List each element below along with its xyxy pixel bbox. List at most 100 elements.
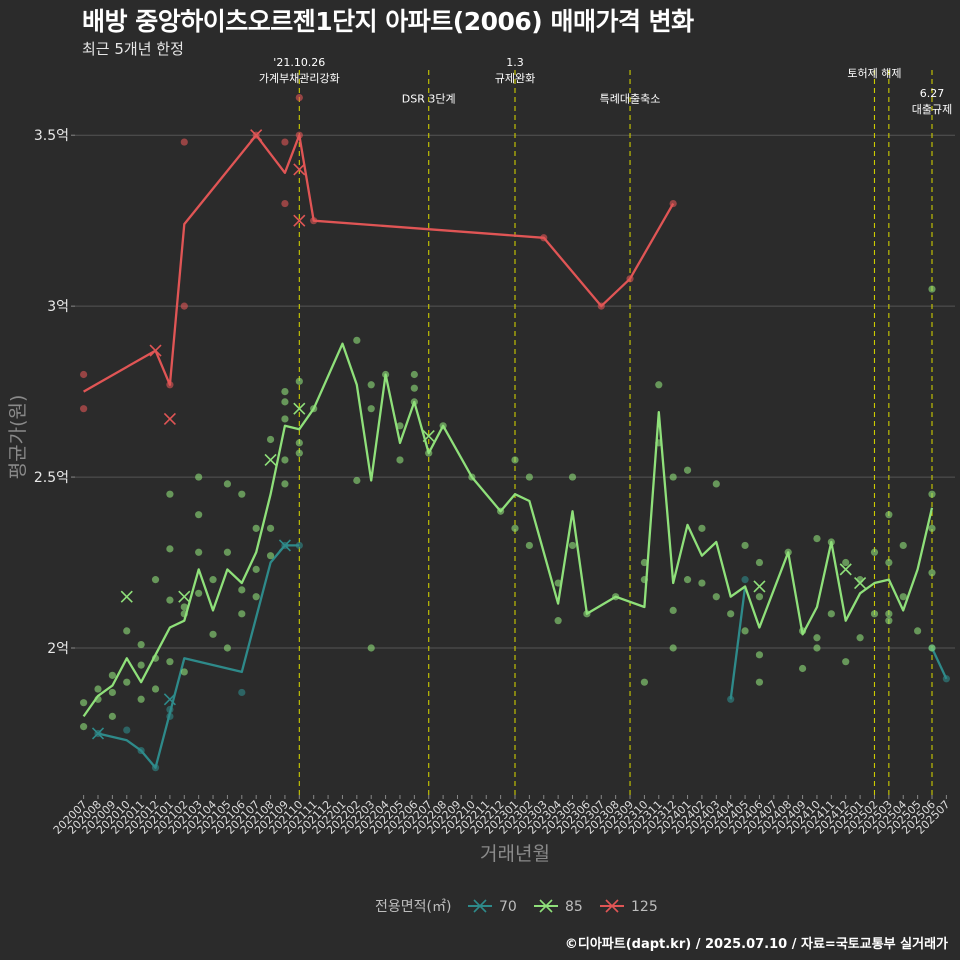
data-point-70 (137, 746, 145, 755)
legend-label: 85 (565, 899, 583, 915)
data-point-85 (842, 658, 850, 666)
legend: 전용면적(㎡) 70 85 125 (375, 899, 658, 915)
data-point-85 (223, 548, 232, 556)
data-point-85 (568, 541, 577, 550)
data-point-85 (381, 370, 390, 379)
event-label: 대출규제 (912, 103, 952, 116)
data-point-85 (683, 466, 692, 474)
data-point-85 (698, 579, 706, 587)
data-point-85 (755, 651, 764, 659)
data-point-85 (209, 576, 217, 584)
data-point-85 (367, 405, 375, 413)
data-point-85 (669, 644, 677, 652)
cancelled-marker-85 (264, 453, 277, 467)
data-point-85 (396, 422, 404, 430)
data-point-85 (928, 285, 936, 293)
data-point-85 (554, 579, 562, 587)
cancelled-marker-85 (854, 576, 867, 590)
chart-subtitle: 최근 5개년 한정 (82, 40, 184, 58)
data-point-85 (94, 695, 102, 703)
data-point-125 (597, 302, 605, 310)
data-point-125 (295, 131, 303, 139)
data-point-70 (151, 764, 160, 772)
data-point-85 (525, 473, 533, 481)
x-axis-ticks: 2020072020082020092020102020112020122021… (51, 795, 952, 837)
data-point-85 (367, 644, 375, 652)
legend-key-cross (605, 899, 619, 913)
data-point-85 (209, 630, 217, 638)
data-point-85 (80, 699, 88, 707)
data-point-85 (281, 398, 289, 406)
chart-title: 배방 중앙하이츠오르젠1단지 아파트(2006) 매매가격 변화 (82, 7, 694, 36)
legend-key-cross (473, 899, 487, 913)
data-point-85 (885, 558, 893, 567)
series-line-70 (729, 586, 747, 700)
data-point-85 (137, 695, 145, 703)
data-point-85 (497, 507, 505, 515)
data-point-85 (784, 548, 792, 556)
data-point-85 (612, 593, 620, 601)
y-tick-label: 2.5억 (34, 470, 69, 486)
data-point-85 (640, 576, 649, 584)
data-point-85 (640, 558, 649, 567)
data-point-85 (123, 678, 131, 686)
data-point-85 (108, 671, 116, 679)
data-point-85 (252, 524, 260, 532)
data-point-85 (914, 627, 922, 635)
series-line-70 (930, 647, 948, 680)
data-point-85 (798, 664, 807, 673)
cancelled-marker-85 (839, 563, 852, 576)
data-point-125 (669, 199, 677, 208)
data-point-85 (842, 558, 850, 567)
data-point-85 (885, 610, 893, 618)
data-point-85 (568, 473, 577, 481)
event-lines (298, 70, 933, 795)
data-point-85 (741, 627, 749, 635)
data-point-85 (195, 548, 203, 556)
data-point-85 (166, 545, 174, 553)
data-point-85 (899, 541, 907, 550)
data-point-85 (151, 654, 160, 662)
data-point-85 (353, 476, 361, 485)
data-point-85 (252, 565, 260, 573)
cancelled-marker-125 (293, 163, 306, 176)
data-point-70 (166, 712, 174, 720)
data-point-85 (813, 634, 821, 642)
data-point-125 (310, 217, 318, 225)
cancelled-marker-85 (753, 580, 766, 593)
data-point-85 (108, 712, 116, 720)
data-point-85 (151, 576, 160, 584)
data-point-85 (885, 511, 893, 519)
y-tick-label: 3.5억 (34, 128, 69, 144)
data-point-70 (123, 726, 131, 734)
event-label: '21.10.26 (273, 56, 325, 69)
data-point-85 (180, 668, 188, 676)
data-point-85 (928, 569, 936, 577)
event-label: 특례대출축소 (600, 93, 661, 106)
y-tick-label: 3억 (47, 299, 69, 315)
data-point-85 (511, 456, 519, 464)
data-point-85 (525, 541, 533, 550)
data-point-85 (698, 524, 706, 532)
data-point-85 (295, 377, 303, 385)
data-point-85 (410, 370, 418, 379)
cancelled-marker-85 (293, 402, 306, 415)
data-point-85 (252, 593, 260, 601)
data-point-70 (238, 688, 246, 697)
data-point-85 (468, 473, 476, 481)
data-point-85 (80, 723, 88, 731)
event-label: 6.27 (920, 87, 945, 100)
data-point-125 (180, 138, 188, 146)
data-point-85 (655, 381, 663, 389)
data-point-85 (238, 490, 246, 498)
data-point-85 (813, 644, 821, 652)
data-point-125 (80, 370, 88, 379)
data-point-85 (899, 593, 907, 601)
data-point-85 (798, 627, 807, 635)
data-point-85 (410, 384, 418, 392)
data-point-125 (180, 302, 188, 310)
data-point-85 (151, 685, 160, 693)
data-point-85 (928, 644, 936, 652)
